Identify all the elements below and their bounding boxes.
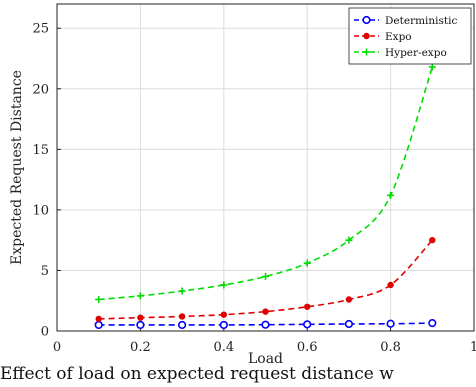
data-point xyxy=(220,311,228,318)
data-point xyxy=(262,308,269,315)
y-tick-label: 0 xyxy=(41,325,49,340)
data-point xyxy=(429,236,436,244)
data-point xyxy=(136,292,144,300)
y-tick-label: 5 xyxy=(41,264,49,279)
data-point xyxy=(428,63,436,71)
data-point xyxy=(345,236,353,244)
legend-marker xyxy=(362,15,371,25)
figure-caption: Effect of load on expected request dista… xyxy=(0,364,394,384)
series-deterministic xyxy=(94,319,437,330)
data-point xyxy=(94,320,103,330)
y-tick-label: 10 xyxy=(32,203,49,218)
x-tick-label: 0.6 xyxy=(297,340,318,355)
legend-label: Expo xyxy=(385,31,412,43)
series-line xyxy=(98,322,433,326)
data-point xyxy=(219,320,228,330)
legend-label: Deterministic xyxy=(385,15,457,27)
data-point xyxy=(178,320,187,330)
y-tick-label: 15 xyxy=(32,143,49,158)
data-point xyxy=(178,287,186,295)
series-layer xyxy=(94,63,437,330)
legend-marker xyxy=(363,32,370,40)
series-hyper-expo xyxy=(95,63,436,304)
data-point xyxy=(136,320,145,330)
data-point xyxy=(262,273,269,280)
x-tick-label: 0.8 xyxy=(380,340,401,355)
plot-frame xyxy=(56,3,475,332)
data-point xyxy=(386,319,395,328)
data-point xyxy=(178,313,186,320)
data-point xyxy=(137,314,144,321)
legend: Deterministic Expo Hyper-expo xyxy=(348,7,472,65)
data-point xyxy=(303,320,312,329)
data-point xyxy=(387,281,394,289)
data-point xyxy=(220,281,228,289)
data-point xyxy=(428,319,437,328)
y-tick-label: 20 xyxy=(32,82,49,97)
data-point xyxy=(95,296,103,304)
x-tick-label: 0.2 xyxy=(130,340,151,355)
data-point xyxy=(95,315,102,323)
data-point xyxy=(303,259,311,267)
data-point xyxy=(387,191,395,199)
x-tick-label: 0 xyxy=(53,340,61,355)
legend-marker xyxy=(363,48,370,56)
series-expo xyxy=(95,236,436,323)
x-tick-label: 0.4 xyxy=(213,340,234,355)
series-line xyxy=(98,239,433,320)
data-point xyxy=(304,303,311,310)
legend-item: Expo xyxy=(354,31,412,43)
data-point xyxy=(261,320,270,329)
y-tick-label: 25 xyxy=(32,22,49,37)
x-tick-label: 1 xyxy=(470,340,476,355)
series-line xyxy=(98,66,434,301)
legend-label: Hyper-expo xyxy=(385,47,447,59)
x-axis-label: Load xyxy=(248,351,283,364)
legend-item: Hyper-expo xyxy=(354,47,447,59)
data-point xyxy=(345,296,353,303)
legend-item: Deterministic xyxy=(354,15,457,27)
data-point xyxy=(344,319,354,329)
y-axis-label: Expected Request Distance xyxy=(9,70,25,265)
